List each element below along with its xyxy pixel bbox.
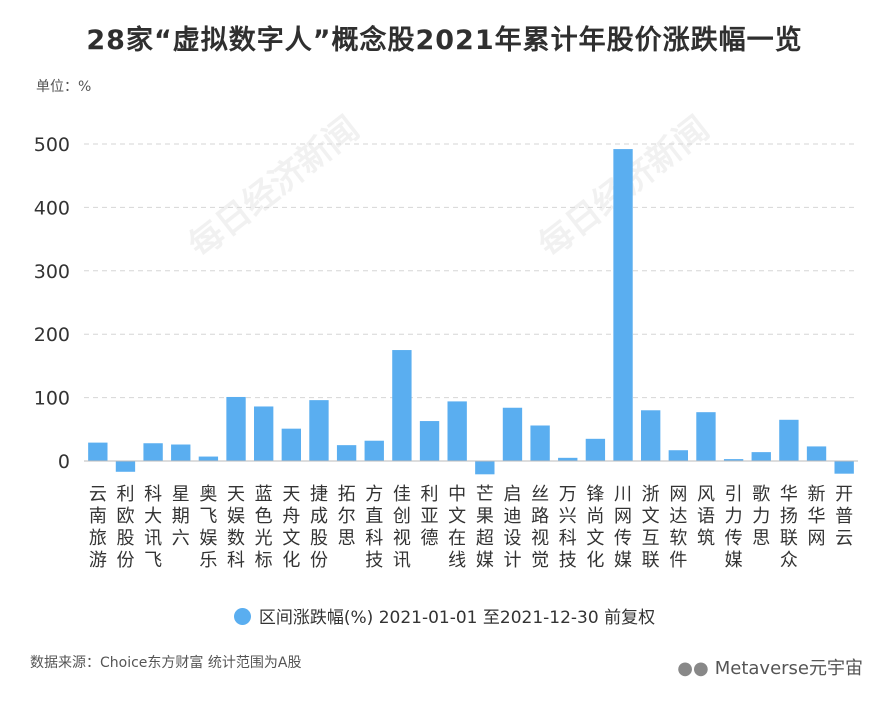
bar	[723, 459, 744, 461]
legend-marker	[233, 608, 251, 625]
bar	[309, 400, 329, 461]
bar	[502, 407, 523, 461]
y-tick-label: 400	[34, 197, 70, 219]
bar	[641, 410, 661, 461]
bar	[115, 461, 136, 472]
bar	[806, 446, 827, 461]
x-tick-label: 丝路视觉	[531, 484, 549, 571]
bar	[696, 412, 716, 461]
brand: ●● Metaverse元宇宙	[677, 654, 863, 680]
bar	[751, 452, 771, 461]
bar	[254, 406, 274, 461]
x-tick-label: 蓝色光标	[255, 484, 273, 571]
x-tick-label: 天舟文化	[282, 484, 300, 571]
source-note: 数据来源：Choice东方财富 统计范围为A股	[30, 655, 302, 671]
x-tick-label: 中文在线	[448, 484, 466, 571]
x-tick-label: 科大讯飞	[144, 484, 162, 571]
x-tick-label: 川网传媒	[614, 484, 632, 571]
y-tick-label: 300	[34, 261, 70, 283]
bar	[613, 149, 633, 461]
bar	[530, 425, 550, 461]
legend: 区间涨跌幅(%) 2021-01-01 至2021-12-30 前复权	[0, 603, 889, 628]
x-tick-label: 开普云	[835, 484, 853, 549]
x-tick-label: 锋尚文化	[586, 484, 604, 571]
bar	[447, 401, 467, 461]
bar	[668, 450, 688, 461]
x-tick-label: 网达软件	[669, 484, 687, 571]
legend-label: 区间涨跌幅(%) 2021-01-01 至2021-12-30 前复权	[258, 608, 656, 628]
bar	[336, 445, 357, 461]
bar	[779, 419, 799, 461]
brand-label: Metaverse元宇宙	[714, 658, 863, 679]
x-tick-label: 利亚德	[421, 484, 439, 549]
bar	[392, 350, 412, 461]
bar	[171, 444, 191, 461]
x-tick-label: 新华网	[808, 484, 826, 549]
x-tick-label: 华扬联众	[780, 484, 798, 571]
y-tick-label: 0	[58, 451, 70, 473]
bar	[226, 396, 246, 461]
bar	[88, 442, 108, 461]
x-tick-label: 捷成股份	[310, 484, 328, 571]
x-tick-label: 浙文互联	[642, 484, 660, 571]
x-tick-label: 云南旅游	[89, 484, 107, 571]
chart-title: 28家“虚拟数字人”概念股2021年累计年股价涨跌幅一览	[86, 25, 803, 56]
x-tick-label: 风语筑	[697, 484, 715, 549]
bar	[558, 457, 578, 461]
x-tick-label: 启迪设计	[503, 484, 521, 571]
x-tick-label: 引力传媒	[725, 484, 743, 571]
x-tick-label: 佳创视讯	[393, 484, 411, 571]
wechat-icon: ●●	[677, 658, 709, 679]
x-tick-label: 万兴科技	[559, 484, 577, 571]
x-tick-label: 天娱数科	[227, 484, 245, 571]
bar	[364, 440, 384, 461]
x-tick-label: 奥飞娱乐	[199, 484, 217, 571]
bar	[834, 461, 854, 474]
x-tick-label: 星期六	[172, 484, 190, 549]
y-tick-label: 200	[34, 324, 70, 346]
y-tick-label: 500	[34, 134, 70, 156]
x-tick-label: 芒果超媒	[476, 484, 494, 571]
x-tick-label: 歌力思	[752, 484, 770, 549]
bar	[281, 428, 301, 461]
unit-label: 单位：%	[36, 79, 92, 95]
bar	[198, 456, 219, 461]
x-tick-label: 方直科技	[365, 484, 383, 571]
bar-chart: 0 100 200 300 400 500 云南旅游利欧股份科大讯飞星期六奥飞娱乐天娱数科蓝…	[34, 134, 858, 571]
bar	[475, 461, 495, 475]
bar	[419, 421, 440, 461]
x-tick-label: 利欧股份	[116, 484, 134, 571]
bar	[143, 443, 163, 461]
x-tick-label: 拓尔思	[338, 484, 356, 549]
bar	[585, 438, 606, 461]
y-tick-label: 100	[34, 388, 70, 410]
